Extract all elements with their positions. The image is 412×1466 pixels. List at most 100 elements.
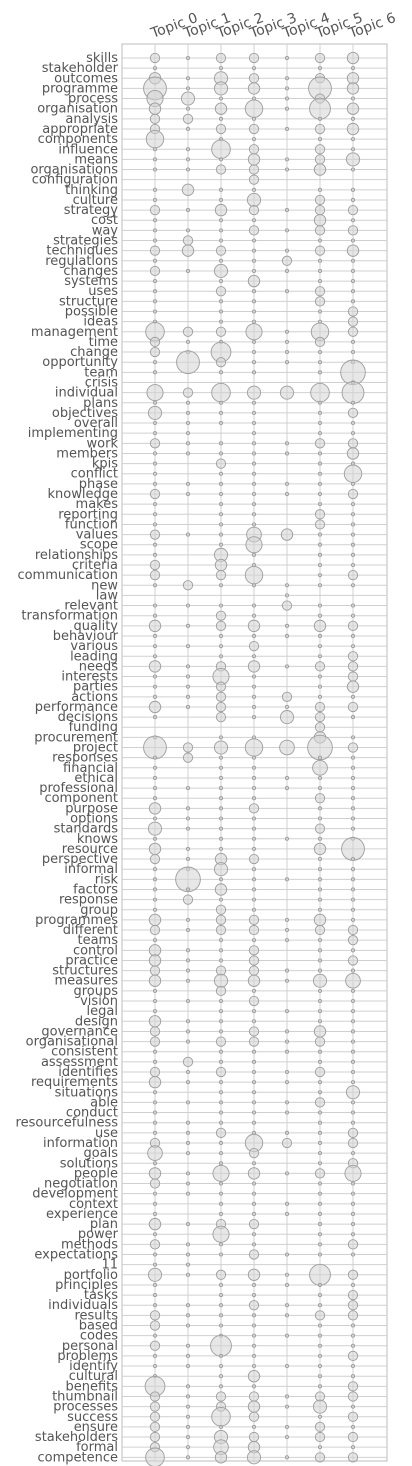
bubble	[182, 742, 194, 753]
bubble	[350, 116, 356, 121]
bubble	[218, 66, 224, 71]
bubble	[350, 694, 356, 699]
bubble	[185, 106, 191, 111]
bubble	[314, 144, 326, 155]
bubble	[248, 853, 260, 865]
bubble	[185, 1445, 191, 1450]
bubble	[317, 857, 323, 862]
bubble	[185, 1151, 191, 1156]
bubble	[313, 619, 327, 633]
bubble	[180, 91, 196, 106]
bubble	[218, 258, 224, 263]
bubble	[218, 583, 224, 588]
bubble	[251, 826, 257, 831]
bubble	[185, 1019, 191, 1024]
bubble	[350, 907, 356, 912]
bubble	[284, 1069, 290, 1075]
bubble	[284, 1171, 290, 1176]
bubble	[350, 187, 356, 192]
bubble	[314, 123, 326, 135]
bubble	[317, 684, 323, 689]
bubble	[350, 897, 356, 902]
bubble	[218, 1424, 224, 1429]
bubble	[246, 385, 262, 400]
bubble	[149, 1340, 161, 1351]
bubble	[152, 360, 158, 365]
bubble	[185, 491, 191, 497]
bubble	[317, 988, 323, 993]
bubble	[281, 1137, 293, 1149]
bubble	[284, 451, 290, 456]
bubble	[317, 370, 323, 375]
bubble	[347, 1381, 359, 1392]
bubble	[185, 1424, 191, 1429]
bubble	[317, 471, 323, 476]
bubble	[247, 1400, 261, 1413]
bubble	[251, 309, 257, 314]
bubble	[185, 1029, 191, 1034]
bubble	[218, 471, 224, 476]
bubble	[251, 654, 257, 659]
bubble	[347, 935, 359, 946]
bubble	[218, 1364, 224, 1369]
bubble	[251, 836, 257, 841]
bubble	[185, 1140, 191, 1146]
bubble	[314, 245, 326, 256]
bubble	[284, 167, 290, 172]
bubble	[182, 113, 194, 124]
term-label: organisation	[37, 102, 118, 117]
bubble	[284, 157, 290, 162]
bubble	[346, 447, 360, 460]
bubble	[317, 268, 323, 273]
bubble	[185, 268, 191, 273]
bubble	[314, 52, 326, 64]
bubble	[218, 644, 224, 649]
bubble	[152, 907, 158, 912]
bubble	[350, 877, 356, 882]
term-label: control	[73, 943, 118, 958]
bubble	[210, 1334, 232, 1357]
bubble	[251, 1293, 257, 1298]
bubble	[149, 1320, 161, 1331]
bubble	[350, 735, 356, 740]
bubble	[185, 1434, 191, 1440]
term-label: management	[31, 325, 118, 340]
bubble	[350, 502, 356, 507]
bubble	[185, 826, 191, 831]
bubble	[284, 208, 290, 213]
bubble	[284, 1455, 290, 1460]
bubble	[149, 570, 161, 581]
bubble	[341, 837, 365, 861]
bubble	[211, 139, 231, 160]
term-label: culture	[73, 193, 118, 208]
bubble	[284, 441, 290, 446]
bubble	[185, 167, 191, 172]
term-label: practice	[65, 953, 118, 968]
bubble	[152, 755, 158, 760]
bubble	[245, 323, 263, 341]
bubble	[284, 1333, 290, 1338]
bubble	[251, 370, 257, 375]
bubble	[152, 431, 158, 436]
term-label: informal	[64, 862, 118, 877]
term-label: stakeholder	[42, 61, 119, 76]
bubble	[347, 955, 359, 966]
bubble	[182, 1056, 194, 1067]
bubble	[152, 66, 158, 71]
bubble	[347, 1431, 359, 1443]
bubble	[251, 846, 257, 851]
bubble	[152, 197, 158, 203]
term-label: formal	[76, 1440, 118, 1455]
bubble	[218, 654, 224, 659]
bubble	[317, 420, 323, 426]
bubble	[251, 137, 257, 142]
term-label: needs	[79, 659, 118, 674]
bubble	[251, 400, 257, 405]
term-label: options	[70, 812, 118, 827]
bubble	[317, 1191, 323, 1196]
bubble	[185, 1364, 191, 1369]
bubble	[152, 400, 158, 405]
bubble	[284, 593, 290, 598]
bubble	[284, 126, 290, 132]
bubble	[244, 99, 264, 118]
